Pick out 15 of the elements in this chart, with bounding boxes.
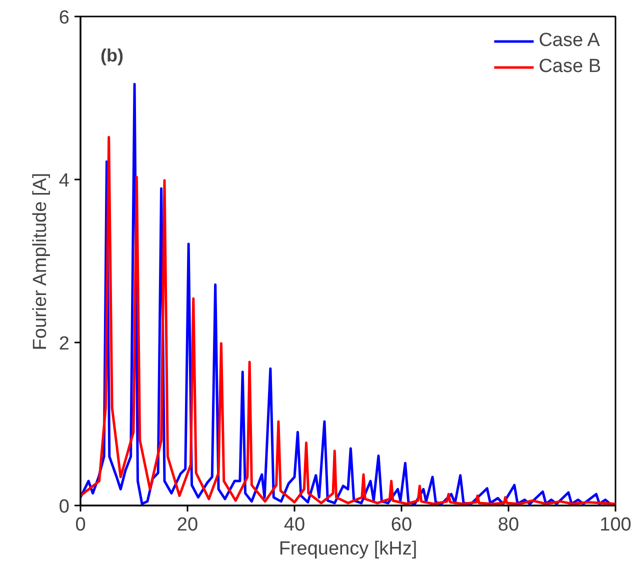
legend-label: Case A bbox=[538, 30, 600, 52]
x-tick-label: 80 bbox=[498, 514, 520, 536]
x-tick-label: 60 bbox=[390, 514, 412, 536]
y-axis-title: Fourier Amplitude [A] bbox=[30, 172, 51, 350]
x-tick-label: 40 bbox=[284, 514, 306, 536]
annotation: (b) bbox=[100, 46, 124, 66]
y-tick-label: 6 bbox=[58, 8, 70, 28]
y-tick-label: 4 bbox=[58, 170, 70, 192]
x-tick-label: 0 bbox=[75, 514, 86, 536]
legend-label: Case B bbox=[538, 56, 601, 78]
x-tick-label: 20 bbox=[176, 514, 198, 536]
y-tick-label: 0 bbox=[58, 496, 70, 518]
y-tick-label: 2 bbox=[58, 334, 70, 354]
x-axis-title: Frequency [kHz] bbox=[278, 538, 418, 560]
x-tick-label: 100 bbox=[600, 514, 632, 536]
